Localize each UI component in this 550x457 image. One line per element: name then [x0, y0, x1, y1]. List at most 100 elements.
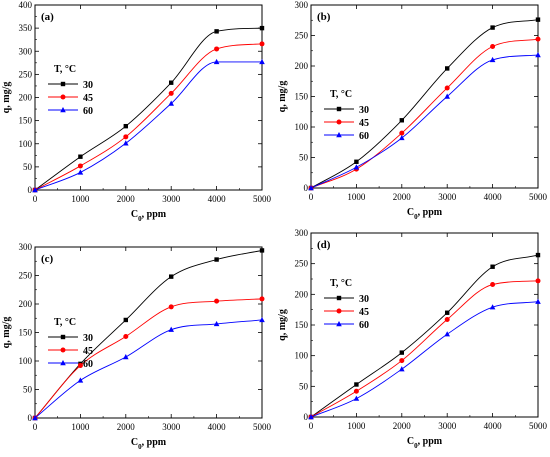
- series-line: [34, 249, 263, 419]
- data-point: [399, 358, 405, 364]
- data-point: [444, 331, 450, 337]
- legend-marker: [60, 107, 66, 113]
- data-point: [214, 29, 219, 34]
- x-axis-label: C0, ppm: [131, 437, 167, 451]
- series-45: [32, 296, 265, 421]
- data-point: [214, 257, 219, 262]
- legend-entry: 30: [83, 333, 93, 344]
- panel-label: (c): [41, 253, 54, 265]
- series-45: [308, 36, 541, 191]
- series-60: [32, 316, 265, 421]
- x-tick-label: 3000: [438, 421, 457, 431]
- y-tick-label: 250: [295, 259, 309, 269]
- series-line: [310, 301, 539, 418]
- series-line: [34, 61, 262, 191]
- chart-panel: 0 1000 2000 3000 4000 5000050100150200250300C…: [277, 228, 548, 450]
- x-tick-label: 1000: [71, 422, 90, 432]
- data-point: [490, 43, 496, 49]
- data-point: [535, 52, 541, 58]
- data-point: [213, 320, 220, 327]
- plot-frame: [310, 232, 539, 418]
- y-tick-label: 150: [19, 116, 33, 126]
- data-point: [490, 264, 495, 269]
- x-tick-label: 5000: [253, 422, 272, 432]
- series-60: [32, 58, 265, 193]
- legend-marker: [60, 94, 66, 100]
- data-point: [490, 282, 496, 288]
- x-tick-label: 1000: [71, 194, 90, 204]
- y-tick-label: 150: [295, 92, 309, 102]
- data-point: [214, 46, 220, 52]
- legend-title: T, °C: [54, 64, 76, 75]
- x-axis-label-main: C: [407, 207, 414, 218]
- data-point: [353, 395, 360, 401]
- series-30: [32, 248, 265, 421]
- data-point: [535, 252, 541, 258]
- y-tick-label: 200: [19, 93, 33, 103]
- panel-label: (d): [317, 239, 331, 251]
- data-point: [445, 310, 450, 315]
- legend: T, °C 30 45 60: [324, 89, 369, 142]
- y-tick-label: 50: [299, 153, 309, 163]
- data-point: [169, 274, 174, 279]
- legend-entry: 60: [359, 320, 369, 331]
- x-tick-label: 1000: [347, 192, 366, 202]
- chart-panel: 0 1000 2000 3000 4000 50000501001502002503003…: [1, 0, 272, 223]
- data-point: [489, 304, 496, 310]
- legend-marker: [60, 347, 66, 353]
- plot-frame: [34, 246, 263, 419]
- x-tick-label: 4000: [208, 194, 227, 204]
- data-point: [354, 159, 359, 164]
- data-point: [308, 414, 314, 420]
- legend-marker: [336, 308, 342, 314]
- legend-entry: 30: [359, 294, 369, 305]
- legend-entry: 60: [359, 131, 369, 142]
- data-point: [259, 41, 265, 47]
- data-point: [168, 90, 174, 96]
- y-axis-label: q, mg/g: [1, 82, 12, 114]
- legend-marker: [336, 321, 342, 327]
- y-tick-label: 300: [295, 228, 309, 238]
- data-point: [123, 123, 128, 129]
- data-point: [444, 85, 450, 91]
- legend-entry: 60: [83, 106, 93, 117]
- data-point: [123, 140, 129, 146]
- x-tick-label: 2000: [117, 194, 136, 204]
- legend-marker: [336, 295, 342, 301]
- y-tick-label: 200: [295, 61, 309, 71]
- x-axis-label-sub: 0: [414, 213, 418, 221]
- data-point: [353, 164, 360, 170]
- data-point: [259, 58, 265, 65]
- x-axis-label: C0, ppm: [131, 209, 167, 223]
- x-tick-label: 4000: [484, 192, 503, 202]
- x-tick-label: 5000: [529, 421, 548, 431]
- y-tick-label: 0: [28, 413, 33, 423]
- y-tick-label: 300: [295, 0, 309, 10]
- data-point: [399, 350, 404, 355]
- legend: T, °C 30 45 60: [48, 64, 93, 117]
- series-line: [34, 43, 263, 191]
- y-tick-label: 0: [304, 183, 309, 193]
- y-tick-label: 100: [295, 122, 309, 132]
- x-tick-label: 3000: [162, 422, 181, 432]
- data-point: [77, 377, 84, 383]
- data-point: [77, 363, 83, 369]
- x-axis-label-unit: , ppm: [142, 437, 167, 448]
- data-point: [444, 93, 450, 99]
- chart-panel: 0 1000 2000 3000 4000 5000050100150200250300C…: [1, 242, 272, 451]
- data-point: [168, 304, 174, 310]
- legend-title: T, °C: [330, 89, 352, 100]
- x-tick-label: 3000: [162, 194, 181, 204]
- series-45: [308, 278, 541, 420]
- legend-entry: 30: [83, 80, 93, 91]
- x-tick-label: 3000: [438, 192, 457, 202]
- x-tick-label: 5000: [529, 192, 548, 202]
- legend-marker: [60, 81, 66, 87]
- data-point: [213, 58, 220, 65]
- legend: T, °C 30 45 60: [48, 317, 93, 370]
- y-tick-label: 400: [19, 0, 33, 10]
- x-tick-label: 0: [33, 422, 38, 432]
- x-axis-label-unit: , ppm: [418, 207, 443, 218]
- x-tick-label: 4000: [208, 422, 227, 432]
